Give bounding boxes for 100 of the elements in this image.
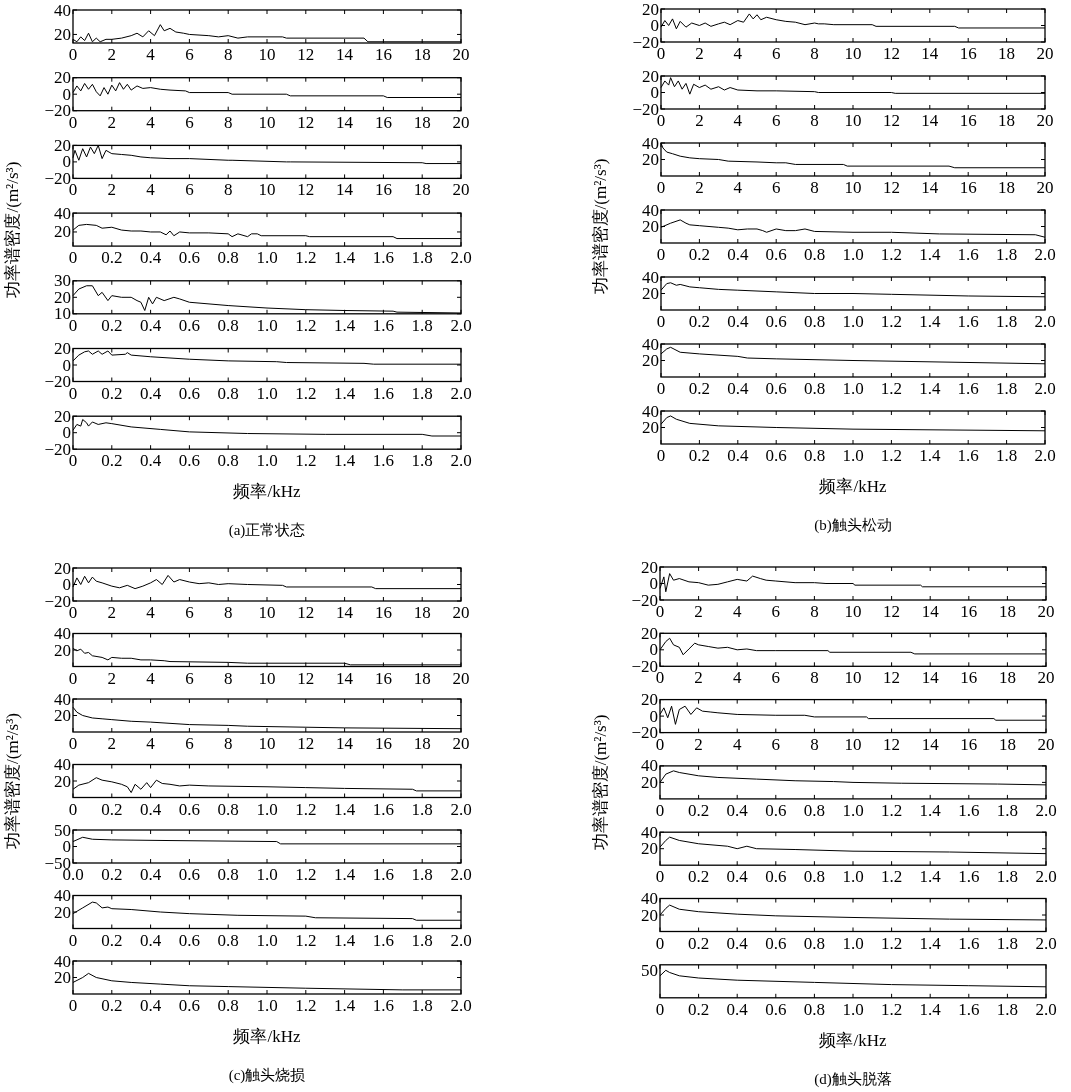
- xtick-label: 2.0: [1034, 446, 1056, 465]
- xtick-label: 0.6: [765, 999, 787, 1019]
- xtick-label: 4: [146, 734, 155, 753]
- xtick-label: 2.0: [450, 930, 472, 950]
- xtick-label: 1.8: [996, 800, 1019, 820]
- xtick-label: 0.2: [101, 383, 123, 403]
- xtick-label: 1.0: [256, 799, 278, 819]
- xtick-label: 16: [374, 603, 392, 622]
- xtick-label: 8: [810, 668, 819, 688]
- xtick-label: 2.0: [450, 383, 472, 403]
- xtick-label: 1.6: [958, 867, 980, 887]
- xtick-label: 1.4: [919, 800, 941, 820]
- xtick-label: 0.6: [765, 379, 787, 398]
- xtick-label: 16: [374, 668, 392, 688]
- xtick-label: 1.6: [958, 800, 980, 820]
- ytick-label: 0: [62, 575, 71, 594]
- xtick-label: 1.8: [411, 248, 433, 268]
- xtick-label: 1.6: [957, 446, 979, 465]
- xtick-label: 14: [336, 45, 354, 64]
- xtick-label: 20: [452, 734, 470, 753]
- xtick-label: 1.8: [995, 379, 1018, 398]
- xtick-label: 6: [771, 111, 781, 130]
- xtick-label: 14: [921, 111, 939, 130]
- xtick-label: 18: [413, 45, 431, 64]
- xtick-label: 12: [883, 734, 901, 754]
- xtick-label: 16: [374, 180, 392, 200]
- xtick-label: 12: [297, 603, 315, 622]
- xtick-label: 12: [297, 112, 315, 132]
- xtick-label: 0.8: [803, 446, 826, 465]
- xtick-label: 10: [844, 734, 862, 754]
- xtick-label: 0.8: [803, 999, 826, 1019]
- xtick-label: 6: [771, 178, 781, 197]
- xtick-label: 4: [146, 603, 155, 622]
- ytick-label: 50: [54, 820, 71, 840]
- xtick-label: 16: [960, 734, 978, 754]
- xtick-label: 1.6: [957, 312, 979, 331]
- xtick-label: 2: [107, 734, 117, 753]
- xtick-label: 1.8: [995, 312, 1018, 331]
- xtick-label: 0.2: [101, 248, 123, 268]
- xtick-label: 12: [297, 668, 315, 688]
- xtick-label: 12: [883, 668, 901, 688]
- xtick-label: 8: [810, 111, 819, 130]
- xtick-label: 0: [656, 178, 666, 197]
- xtick-label: 2: [694, 734, 703, 754]
- xtick-label: 0.8: [217, 383, 239, 403]
- xtick-label: 1.4: [334, 865, 356, 884]
- xtick-label: 16: [959, 111, 977, 130]
- xtick-label: 4: [733, 178, 743, 197]
- xtick-label: 1.2: [880, 379, 903, 398]
- xtick-label: 1.0: [256, 996, 278, 1015]
- xtick-label: 6: [185, 668, 194, 688]
- xtick-label: 0.6: [178, 930, 200, 950]
- xtick-label: 1.2: [295, 451, 317, 471]
- xtick-label: 0.8: [803, 933, 826, 953]
- xtick-label: 14: [336, 603, 354, 622]
- xtick-label: 0.6: [765, 446, 787, 465]
- xtick-label: 0.4: [727, 446, 749, 465]
- ytick-label: 20: [642, 418, 659, 437]
- xtick-label: 0: [656, 245, 666, 264]
- xtick-label: 14: [336, 668, 354, 688]
- xtick-label: 0.2: [687, 933, 710, 953]
- xtick-label: 2: [107, 180, 117, 200]
- ytick-label: 20: [642, 217, 659, 236]
- xtick-label: 1.2: [880, 867, 903, 887]
- xtick-label: 1.2: [295, 930, 317, 950]
- ylabel: 功率谱密度/(m²/s³): [591, 158, 610, 295]
- xtick-label: 4: [732, 734, 742, 754]
- xtick-label: 1.2: [295, 248, 317, 268]
- xtick-label: 0: [655, 800, 665, 820]
- xtick-label: 0.4: [727, 245, 749, 264]
- xtick-label: 14: [921, 668, 939, 688]
- xtick-label: 10: [258, 45, 276, 64]
- ytick-label: 20: [54, 339, 71, 358]
- xtick-label: 0.4: [140, 930, 162, 950]
- xtick-label: 2.0: [1034, 245, 1056, 264]
- xtick-label: 0.4: [140, 315, 162, 335]
- xtick-label: 0.4: [726, 867, 748, 887]
- ytick-label: 20: [641, 905, 658, 925]
- xtick-label: 0: [68, 734, 78, 753]
- xtick-label: 0.8: [217, 799, 239, 819]
- xtick-label: 4: [732, 602, 742, 621]
- xtick-label: 10: [258, 112, 276, 132]
- xtick-label: 20: [452, 112, 470, 132]
- xtick-label: 1.4: [334, 451, 356, 471]
- xtick-label: 2: [107, 603, 117, 622]
- ytick-label: 20: [54, 406, 71, 426]
- ytick-label: 20: [54, 135, 71, 155]
- xtick-label: 1.6: [372, 248, 394, 268]
- xtick-label: 0.4: [726, 999, 748, 1019]
- xtick-label: 2: [694, 602, 703, 621]
- xtick-label: 1.2: [295, 799, 317, 819]
- xtick-label: 2.0: [1035, 999, 1057, 1019]
- xlabel: 频率/kHz: [233, 1027, 301, 1046]
- xtick-label: 0.2: [688, 446, 711, 465]
- xtick-label: 1.0: [256, 383, 278, 403]
- ytick-label: 40: [54, 0, 71, 20]
- annotation: (b)触头松动: [814, 517, 892, 533]
- ylabel: 功率谱密度/(m²/s³): [3, 713, 22, 849]
- xtick-label: 8: [223, 734, 233, 753]
- xtick-label: 8: [810, 178, 819, 197]
